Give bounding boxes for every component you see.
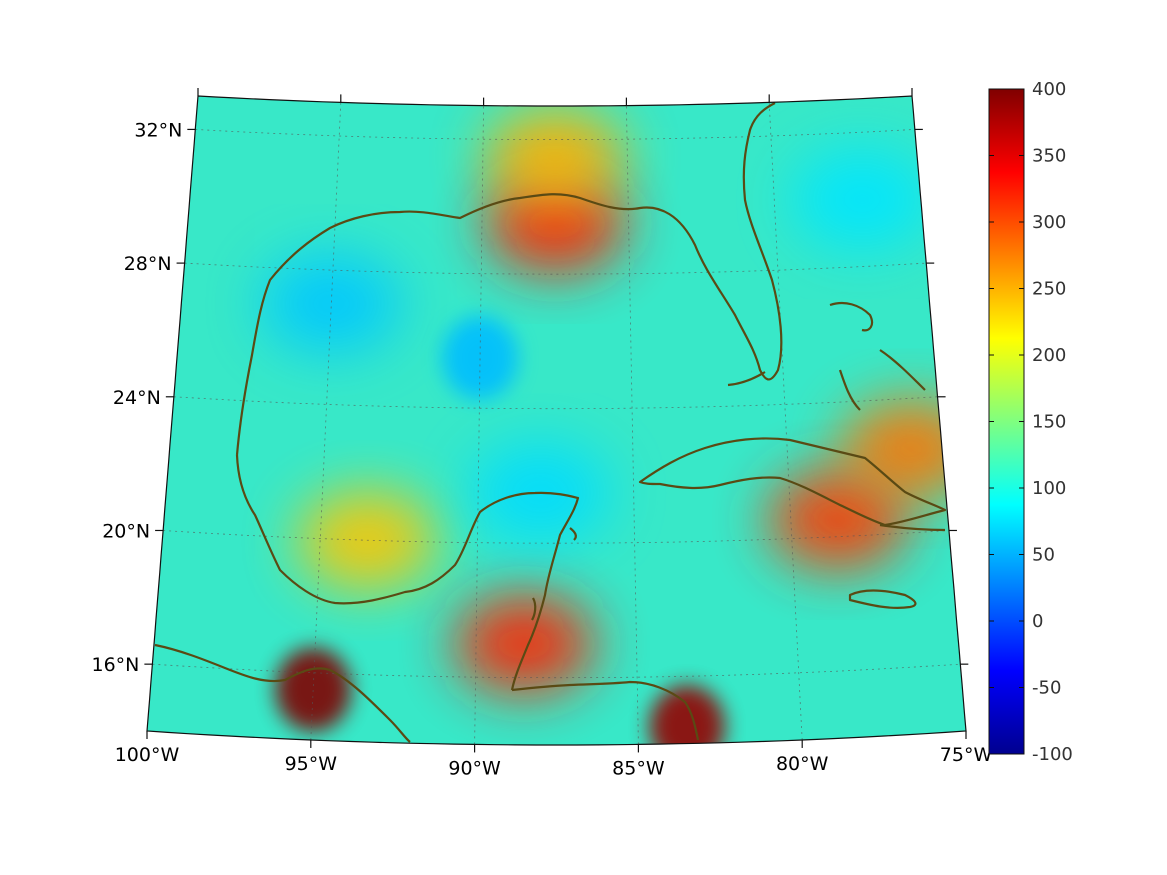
lat-label: 16°N [92,654,140,676]
lat-label: 20°N [102,521,150,543]
florida-keys [727,371,766,387]
lat-label: 32°N [134,119,182,141]
pacific-coastline [154,643,411,743]
meridian-line [474,105,484,745]
colorbar-label: -50 [1032,678,1061,699]
field-region [261,253,402,354]
parallel-line [152,663,961,679]
colorbar-label: 200 [1032,345,1066,366]
parallel-line [195,129,915,141]
field-region [485,106,626,207]
colorbar-label: 250 [1032,279,1066,300]
frame-ticks [144,88,969,753]
colorbar-label: 0 [1032,611,1043,632]
lon-label: 85°W [612,757,665,779]
honduras-coastline [511,680,700,741]
field-region [442,315,518,400]
mexico-gulf-coastline [235,454,580,691]
coastlines [154,102,947,743]
colorbar-label: 150 [1032,412,1066,433]
field-region [649,684,726,745]
yucatan-islands [531,527,577,621]
colorbar-gradient [988,88,1025,755]
parallel-line [173,396,938,410]
colorbar: 400 350 300 250 200 150 100 50 0 -50 -100 [988,79,1073,765]
map-field [147,96,966,745]
lat-label: 24°N [113,387,161,409]
lon-label: 100°W [115,744,180,766]
lon-label: 75°W [940,744,993,766]
parallel-line [184,262,927,275]
longitude-labels: 100°W 95°W 90°W 85°W 80°W 75°W [115,744,993,779]
meridian-line [626,105,639,745]
bahamas-outline [829,301,926,411]
field-region [792,149,933,250]
lon-label: 90°W [448,757,501,779]
colorbar-ticks: 400 350 300 250 200 150 100 50 0 -50 -100 [989,79,1073,765]
jamaica-outline [848,589,917,609]
colorbar-label: 350 [1032,146,1066,167]
latitude-labels: 16°N 20°N 24°N 28°N 32°N [92,119,183,676]
cuba-outline [638,437,947,527]
parallel-line [163,530,949,544]
colorbar-label: 400 [1032,79,1066,100]
colorbar-label: 300 [1032,212,1066,233]
field-region [841,398,966,499]
field-region [767,469,908,570]
us-gulf-coastline [235,102,783,456]
colorbar-label: 100 [1032,478,1066,499]
meridian-line [768,102,803,741]
colorbar-label: 50 [1032,545,1055,566]
field-region [275,647,352,732]
lon-label: 95°W [285,753,338,775]
meridian-line [310,102,342,741]
lon-label: 80°W [776,753,829,775]
field-region [454,594,595,694]
colorbar-label: -100 [1032,744,1073,765]
lat-label: 28°N [124,253,172,275]
hispaniola-outline [879,523,946,532]
